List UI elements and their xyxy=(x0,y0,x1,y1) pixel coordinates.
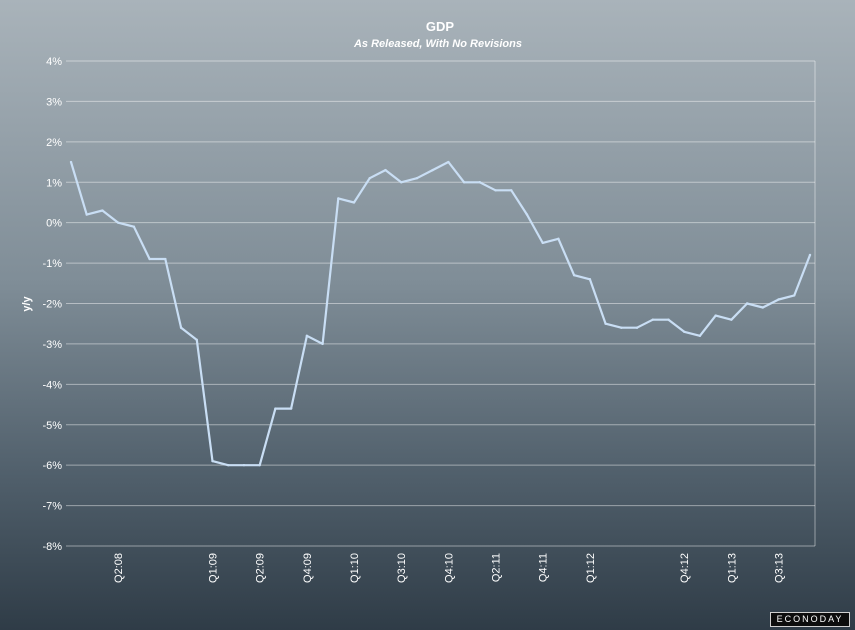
data-point xyxy=(399,181,403,184)
y-axis-ticks: 4% 3% 2% 1% 0% -1% -2% -3% -4% -5% -6% -7% -8% xyxy=(42,56,62,553)
y-tick-label: -8% xyxy=(42,541,62,553)
y-tick-label: 1% xyxy=(46,177,62,189)
y-axis-label: y/y xyxy=(21,295,33,311)
data-point xyxy=(761,306,765,309)
y-tick-label: -7% xyxy=(42,501,62,513)
data-point xyxy=(494,189,497,192)
data-point xyxy=(557,237,560,241)
x-tick-label: Q3:13 xyxy=(774,553,786,583)
chart-title: GDP xyxy=(426,19,455,34)
x-tick-label: Q2:09 xyxy=(255,553,267,583)
data-point xyxy=(384,168,387,172)
x-tick-label: Q3:10 xyxy=(396,553,408,583)
x-tick-label: Q4:11 xyxy=(538,553,550,582)
econoday-logo: ECONODAY xyxy=(770,612,850,627)
x-axis-ticks: Q2:08 Q1:09 Q2:09 Q4:09 Q1:10 Q3:10 Q4:10 Q2:11… xyxy=(113,553,785,583)
data-point xyxy=(525,213,529,216)
data-point xyxy=(148,257,151,261)
data-point xyxy=(604,322,607,325)
data-point xyxy=(368,177,371,180)
data-point xyxy=(793,294,796,297)
data-point xyxy=(179,326,183,329)
x-tick-label: Q1:10 xyxy=(349,553,361,583)
data-point xyxy=(698,334,702,338)
grid-lines xyxy=(66,60,816,547)
data-point xyxy=(541,241,544,245)
y-tick-label: -6% xyxy=(42,460,62,472)
data-point xyxy=(116,221,120,224)
data-point xyxy=(745,302,749,305)
data-point xyxy=(164,257,167,261)
x-tick-label: Q2:08 xyxy=(113,553,125,583)
y-tick-label: 0% xyxy=(46,218,62,230)
y-tick-label: 4% xyxy=(46,56,62,68)
y-tick-label: -3% xyxy=(42,339,62,351)
data-point xyxy=(478,181,482,184)
x-tick-label: Q1:12 xyxy=(585,553,597,583)
data-point xyxy=(337,197,340,200)
y-tick-label: 2% xyxy=(46,137,62,149)
data-point xyxy=(808,253,812,257)
data-point xyxy=(651,318,654,321)
y-tick-label: 3% xyxy=(46,96,62,108)
data-point xyxy=(321,342,324,346)
gdp-series-line xyxy=(69,160,812,467)
x-tick-label: Q4:12 xyxy=(679,553,691,583)
data-point xyxy=(211,459,214,463)
y-tick-label: -4% xyxy=(42,379,62,391)
data-point xyxy=(462,181,466,184)
x-tick-label: Q1:13 xyxy=(726,553,738,583)
data-point xyxy=(352,201,356,204)
data-point xyxy=(415,177,419,180)
y-tick-label: -2% xyxy=(42,299,62,311)
data-point xyxy=(572,274,576,277)
data-point xyxy=(588,278,592,281)
data-point xyxy=(683,330,686,333)
data-point xyxy=(667,318,670,321)
data-point xyxy=(730,318,733,321)
x-tick-label: Q1:09 xyxy=(208,553,220,583)
data-point xyxy=(258,463,261,467)
data-point xyxy=(510,189,513,192)
data-point xyxy=(132,225,136,228)
data-point xyxy=(69,160,73,164)
chart-subtitle: As Released, With No Revisions xyxy=(353,38,522,50)
data-point xyxy=(195,338,198,342)
data-point xyxy=(620,326,623,329)
y-tick-label: -1% xyxy=(42,258,62,270)
data-point xyxy=(227,463,230,467)
x-tick-label: Q2:11 xyxy=(491,553,503,582)
data-point xyxy=(714,314,717,317)
data-point xyxy=(101,209,104,212)
data-point xyxy=(447,160,450,164)
data-point xyxy=(274,407,277,410)
series-layer xyxy=(69,160,812,467)
data-point xyxy=(289,407,293,410)
data-point xyxy=(431,168,434,172)
data-point xyxy=(635,326,639,329)
y-tick-label: -5% xyxy=(42,420,62,432)
data-point xyxy=(85,213,88,216)
data-point xyxy=(242,463,246,467)
x-tick-label: Q4:10 xyxy=(443,553,455,583)
x-tick-label: Q4:09 xyxy=(302,553,314,583)
data-point xyxy=(305,334,309,338)
data-point xyxy=(777,298,780,301)
